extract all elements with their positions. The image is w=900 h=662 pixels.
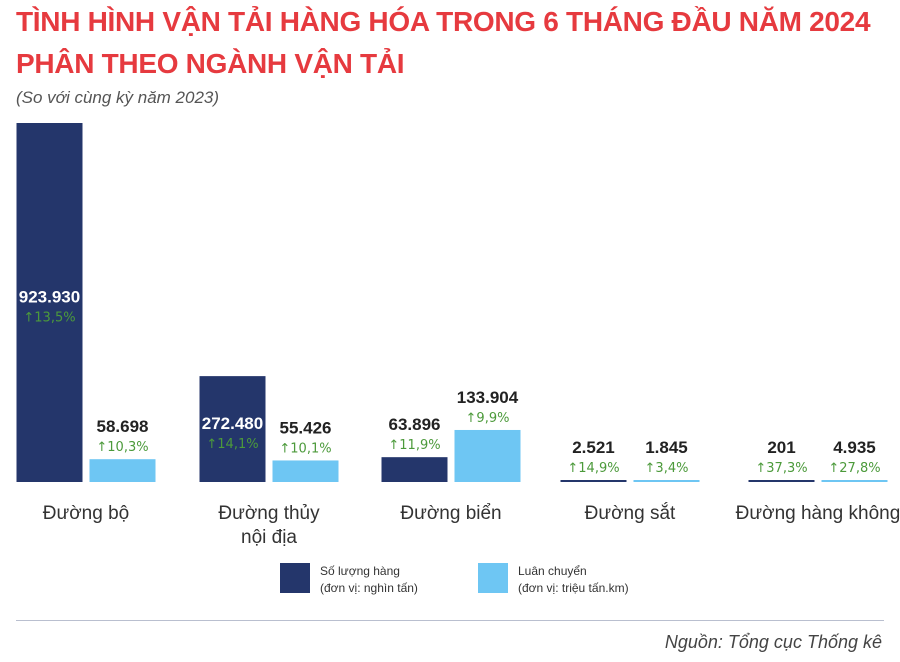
value-label-volume-duong-hang-khong: 201	[767, 438, 795, 457]
growth-label-volume-duong-hang-khong: ↑37,3%	[755, 461, 807, 476]
category-label-duong-sat: Đường sắt	[585, 502, 676, 524]
value-label-turnover-duong-sat: 1.845	[645, 438, 688, 457]
bar-volume-duong-hang-khong	[748, 480, 815, 482]
chart-title-line1: TÌNH HÌNH VẬN TẢI HÀNG HÓA TRONG 6 THÁNG…	[16, 6, 871, 37]
legend-unit-volume: (đơn vị: nghìn tấn)	[320, 581, 418, 595]
bar-turnover-duong-thuy-noi-dia	[272, 460, 339, 482]
value-label-turnover-duong-hang-khong: 4.935	[833, 438, 876, 457]
value-label-volume-duong-thuy-noi-dia: 272.480	[202, 414, 263, 433]
growth-label-turnover-duong-hang-khong: ↑27,8%	[828, 461, 880, 476]
growth-label-turnover-duong-bo: ↑10,3%	[96, 440, 148, 455]
chart-title-line2: PHÂN THEO NGÀNH VẬN TẢI	[16, 48, 405, 79]
growth-label-turnover-duong-bien: ↑9,9%	[466, 411, 510, 426]
bar-turnover-duong-bo	[89, 459, 156, 482]
source-note: Nguồn: Tổng cục Thống kê	[664, 632, 882, 652]
category-label-duong-thuy-noi-dia-line2: nội địa	[241, 527, 297, 548]
category-label-duong-bien: Đường biển	[400, 503, 501, 524]
value-label-volume-duong-sat: 2.521	[572, 438, 615, 457]
footer-divider	[16, 620, 884, 621]
legend-label-volume: Số lượng hàng	[320, 564, 400, 578]
value-label-turnover-duong-thuy-noi-dia: 55.426	[280, 418, 332, 437]
bar-volume-duong-sat	[560, 480, 627, 482]
legend-swatch-turnover	[478, 563, 508, 593]
growth-label-turnover-duong-thuy-noi-dia: ↑10,1%	[279, 441, 331, 456]
growth-label-volume-duong-sat: ↑14,9%	[567, 461, 619, 476]
value-label-turnover-duong-bo: 58.698	[97, 417, 149, 436]
bar-turnover-duong-bien	[454, 429, 521, 482]
legend-item-turnover: Luân chuyển (đơn vị: triệu tấn.km)	[478, 563, 629, 597]
chart-subtitle: (So với cùng kỳ năm 2023)	[16, 88, 220, 107]
bar-turnover-duong-sat	[633, 480, 700, 482]
growth-label-volume-duong-bien: ↑11,9%	[388, 438, 440, 453]
legend-label-turnover: Luân chuyển	[518, 564, 587, 578]
category-label-duong-thuy-noi-dia-line1: Đường thủy	[218, 503, 320, 524]
legend-swatch-volume	[280, 563, 310, 593]
legend-text-volume: Số lượng hàng (đơn vị: nghìn tấn)	[320, 563, 418, 597]
growth-label-volume-duong-thuy-noi-dia: ↑14,1%	[206, 437, 258, 452]
legend-unit-turnover: (đơn vị: triệu tấn.km)	[518, 581, 629, 595]
value-label-volume-duong-bien: 63.896	[389, 415, 441, 434]
bar-volume-duong-bo	[16, 123, 83, 482]
legend-item-volume: Số lượng hàng (đơn vị: nghìn tấn)	[280, 563, 418, 597]
legend-text-turnover: Luân chuyển (đơn vị: triệu tấn.km)	[518, 563, 629, 597]
category-label-duong-hang-khong: Đường hàng không	[736, 503, 900, 524]
category-label-duong-bo: Đường bộ	[43, 503, 129, 524]
bar-volume-duong-thuy-noi-dia	[199, 376, 266, 482]
bar-volume-duong-bien	[381, 457, 448, 482]
growth-label-volume-duong-bo: ↑13,5%	[23, 311, 75, 326]
value-label-volume-duong-bo: 923.930	[19, 288, 80, 307]
bar-turnover-duong-hang-khong	[821, 480, 888, 482]
value-label-turnover-duong-bien: 133.904	[457, 388, 519, 407]
growth-label-turnover-duong-sat: ↑3,4%	[645, 461, 689, 476]
